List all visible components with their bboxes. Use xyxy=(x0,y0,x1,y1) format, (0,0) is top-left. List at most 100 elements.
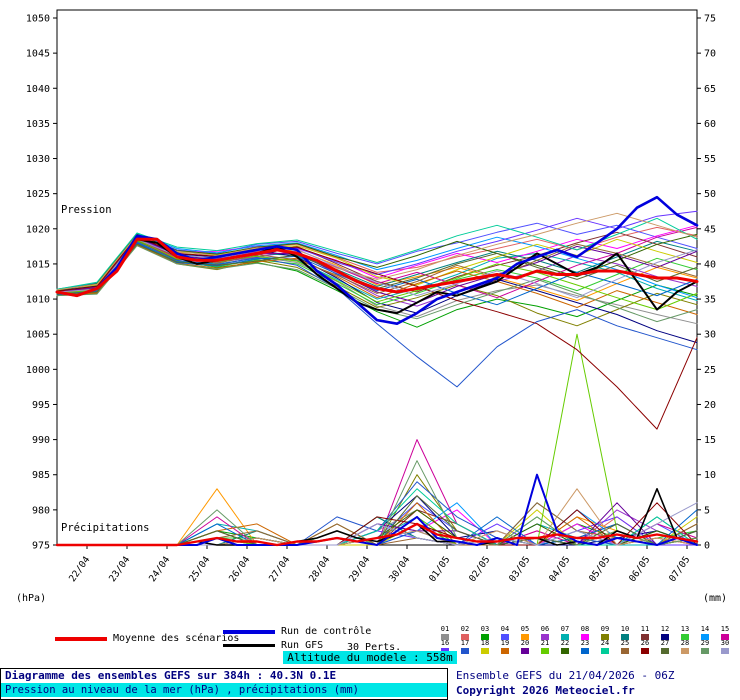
pert-22-color-swatch xyxy=(561,648,569,654)
pert-19-color-swatch xyxy=(501,648,509,654)
legend-gfs-entry: Run GFS xyxy=(223,640,323,651)
pert-06-color-swatch xyxy=(541,634,549,640)
left-axis-tick-label: 995 xyxy=(32,400,50,411)
pert-10-cell: 10 xyxy=(615,626,635,640)
right-axis-tick-label: 35 xyxy=(704,295,716,306)
pert-11-cell: 11 xyxy=(635,626,655,640)
x-axis-date-label: 29/04 xyxy=(347,554,373,584)
legend-control-label: Run de contrôle xyxy=(281,626,372,637)
copyright: Copyright 2026 Meteociel.fr xyxy=(456,684,635,697)
pert-08-number: 08 xyxy=(580,625,590,633)
x-axis-date-label: 05/05 xyxy=(587,554,612,584)
left-axis-tick-label: 980 xyxy=(32,505,50,516)
pert-30-cell: 30 xyxy=(715,640,735,654)
pert-27-color-swatch xyxy=(661,648,669,654)
pert-12-cell: 12 xyxy=(655,626,675,640)
pert-02-color-swatch xyxy=(461,634,469,640)
pert-03-color-swatch xyxy=(481,634,489,640)
pert-29-color-swatch xyxy=(701,648,709,654)
x-axis-date-label: 23/04 xyxy=(107,554,133,584)
precip-section-label: Précipitations xyxy=(61,522,150,534)
pert-28-number: 28 xyxy=(680,639,690,647)
pert-10-number: 10 xyxy=(620,625,630,633)
right-axis-tick-label: 20 xyxy=(704,400,716,411)
pert-09-cell: 09 xyxy=(595,626,615,640)
pert-07-number: 07 xyxy=(560,625,570,633)
pert-25-cell: 25 xyxy=(615,640,635,654)
left-axis-tick-label: 990 xyxy=(32,435,50,446)
left-axis-tick-label: 1025 xyxy=(26,189,50,200)
x-axis-date-label: 01/05 xyxy=(427,554,452,584)
legend-mean-entry: Moyenne des scénarios xyxy=(55,633,239,644)
pert-22-number: 22 xyxy=(560,639,570,647)
pert-03-number: 03 xyxy=(480,625,490,633)
pert-11-color-swatch xyxy=(641,634,649,640)
pert-17-number: 17 xyxy=(460,639,470,647)
member-21-precip-line xyxy=(56,333,698,546)
right-axis-tick-label: 75 xyxy=(704,14,716,25)
pressure-section-label: Pression xyxy=(61,204,112,216)
pert-30-number: 30 xyxy=(720,639,730,647)
pert-17-cell: 17 xyxy=(455,640,475,654)
left-axis-tick-label: 1010 xyxy=(26,295,50,306)
member-17-pressure-line xyxy=(56,241,698,388)
gfs-pressure-line xyxy=(56,238,698,315)
pert-08-color-swatch xyxy=(581,634,589,640)
left-axis-tick-label: 1035 xyxy=(26,119,50,130)
x-axis-date-label: 25/04 xyxy=(187,554,213,584)
left-axis-tick-label: 1020 xyxy=(26,224,50,235)
member-13-pressure-line xyxy=(56,240,698,306)
pert-27-number: 27 xyxy=(660,639,670,647)
gfs-line-swatch xyxy=(223,644,275,647)
pert-01-number: 01 xyxy=(440,625,450,633)
pert-24-number: 24 xyxy=(600,639,610,647)
right-axis-tick-label: 25 xyxy=(704,365,716,376)
pert-26-cell: 26 xyxy=(635,640,655,654)
left-axis-tick-label: 1040 xyxy=(26,84,50,95)
pert-05-color-swatch xyxy=(521,634,529,640)
pert-09-color-swatch xyxy=(601,634,609,640)
pert-23-number: 23 xyxy=(580,639,590,647)
pert-23-color-swatch xyxy=(581,648,589,654)
pert-07-color-swatch xyxy=(561,634,569,640)
x-axis-date-label: 07/05 xyxy=(667,554,692,584)
pert-07-cell: 07 xyxy=(555,626,575,640)
legend-control-entry: Run de contrôle xyxy=(223,626,371,637)
left-axis-tick-label: 1015 xyxy=(26,259,50,270)
right-axis-tick-label: 40 xyxy=(704,259,716,270)
x-axis-date-label: 26/04 xyxy=(227,554,253,584)
pert-12-color-swatch xyxy=(661,634,669,640)
right-axis-tick-label: 55 xyxy=(704,154,716,165)
pert-14-color-swatch xyxy=(701,634,709,640)
pert-29-number: 29 xyxy=(700,639,710,647)
mean-line-swatch xyxy=(55,636,107,641)
member-19-pressure-line xyxy=(56,244,698,315)
pert-23-cell: 23 xyxy=(575,640,595,654)
left-axis-tick-label: 1030 xyxy=(26,154,50,165)
pert-18-cell: 18 xyxy=(475,640,495,654)
pert-21-cell: 21 xyxy=(535,640,555,654)
control-line-swatch xyxy=(223,629,275,634)
x-axis-date-label: 27/04 xyxy=(267,554,293,584)
perts-row-1: 01 02 03 04 05 06 07 08 09 10 11 12 13 14 15 xyxy=(435,626,735,640)
left-axis-tick-label: 1005 xyxy=(26,330,50,341)
legend-perts-label: 30 Perts. xyxy=(347,642,402,653)
pert-05-cell: 05 xyxy=(515,626,535,640)
legend-gfs-label: Run GFS xyxy=(281,640,324,651)
pert-05-number: 05 xyxy=(520,625,530,633)
x-axis-date-label: 28/04 xyxy=(307,554,333,584)
pert-28-cell: 28 xyxy=(675,640,695,654)
right-axis-tick-label: 50 xyxy=(704,189,716,200)
member-03-pressure-line xyxy=(56,243,698,328)
member-30-pressure-line xyxy=(56,238,698,299)
pert-08-cell: 08 xyxy=(575,626,595,640)
member-24-pressure-line xyxy=(56,217,698,290)
pert-25-color-swatch xyxy=(621,648,629,654)
model-altitude-text: Altitude du modele : 558m xyxy=(283,651,457,664)
pert-27-cell: 27 xyxy=(655,640,675,654)
pert-20-color-swatch xyxy=(521,648,529,654)
pert-03-cell: 03 xyxy=(475,626,495,640)
pert-24-color-swatch xyxy=(601,648,609,654)
x-axis-date-label: 02/05 xyxy=(467,554,492,584)
